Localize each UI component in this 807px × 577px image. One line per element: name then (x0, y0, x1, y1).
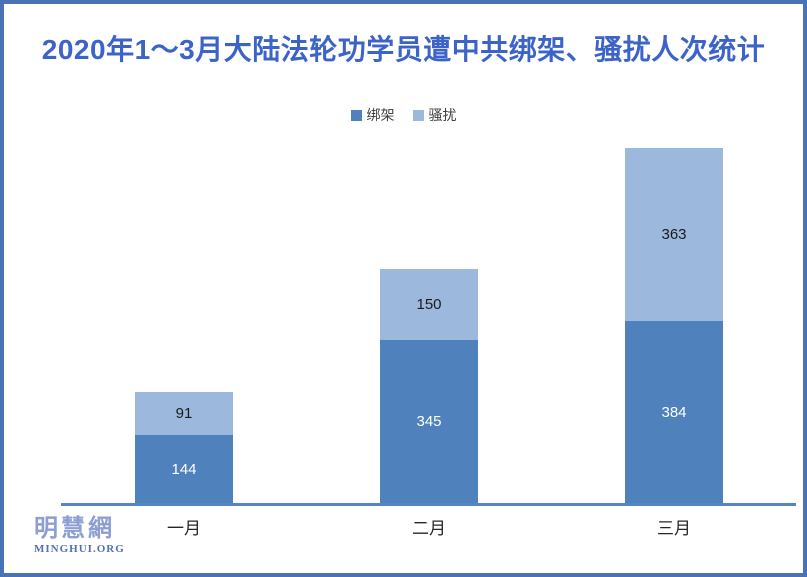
x-axis-label-0: 一月 (167, 519, 201, 538)
bar-value-label: 363 (661, 225, 687, 243)
bar-value-label: 384 (661, 403, 687, 421)
bar-segment-一月-绑架: 144 (135, 435, 233, 504)
bar-segment-二月-绑架: 345 (380, 340, 478, 504)
legend-swatch-icon (350, 109, 362, 121)
legend-item-0: 绑架 (350, 105, 395, 125)
x-axis-label-1: 二月 (412, 519, 446, 538)
bar-segment-三月-绑架: 384 (625, 321, 723, 504)
x-axis-label-2: 三月 (657, 519, 691, 538)
legend-label: 骚扰 (428, 107, 457, 123)
legend: 绑架 骚扰 (4, 105, 803, 125)
chart-title: 2020年1～3月大陆法轮功学员遭中共绑架、骚扰人次统计 (41, 34, 766, 65)
bar-value-label: 91 (175, 404, 193, 422)
minghui-logo-latin: MINGHUI.ORG (34, 543, 125, 556)
bar-segment-一月-骚扰: 91 (135, 392, 233, 435)
minghui-logo: 明慧網 MINGHUI.ORG (34, 515, 125, 556)
x-axis-line (61, 503, 796, 506)
minghui-logo-chinese: 明慧網 (34, 515, 115, 542)
bar-value-label: 345 (416, 413, 442, 431)
bar-value-label: 150 (416, 295, 442, 313)
bar-value-label: 144 (171, 460, 197, 478)
bar-segment-二月-骚扰: 150 (380, 269, 478, 340)
plot-area: 144 91 345 150 384 363 (61, 134, 796, 504)
legend-label: 绑架 (366, 107, 395, 123)
bar-segment-三月-骚扰: 363 (625, 148, 723, 321)
legend-item-1: 骚扰 (412, 105, 457, 125)
legend-swatch-icon (412, 109, 424, 121)
